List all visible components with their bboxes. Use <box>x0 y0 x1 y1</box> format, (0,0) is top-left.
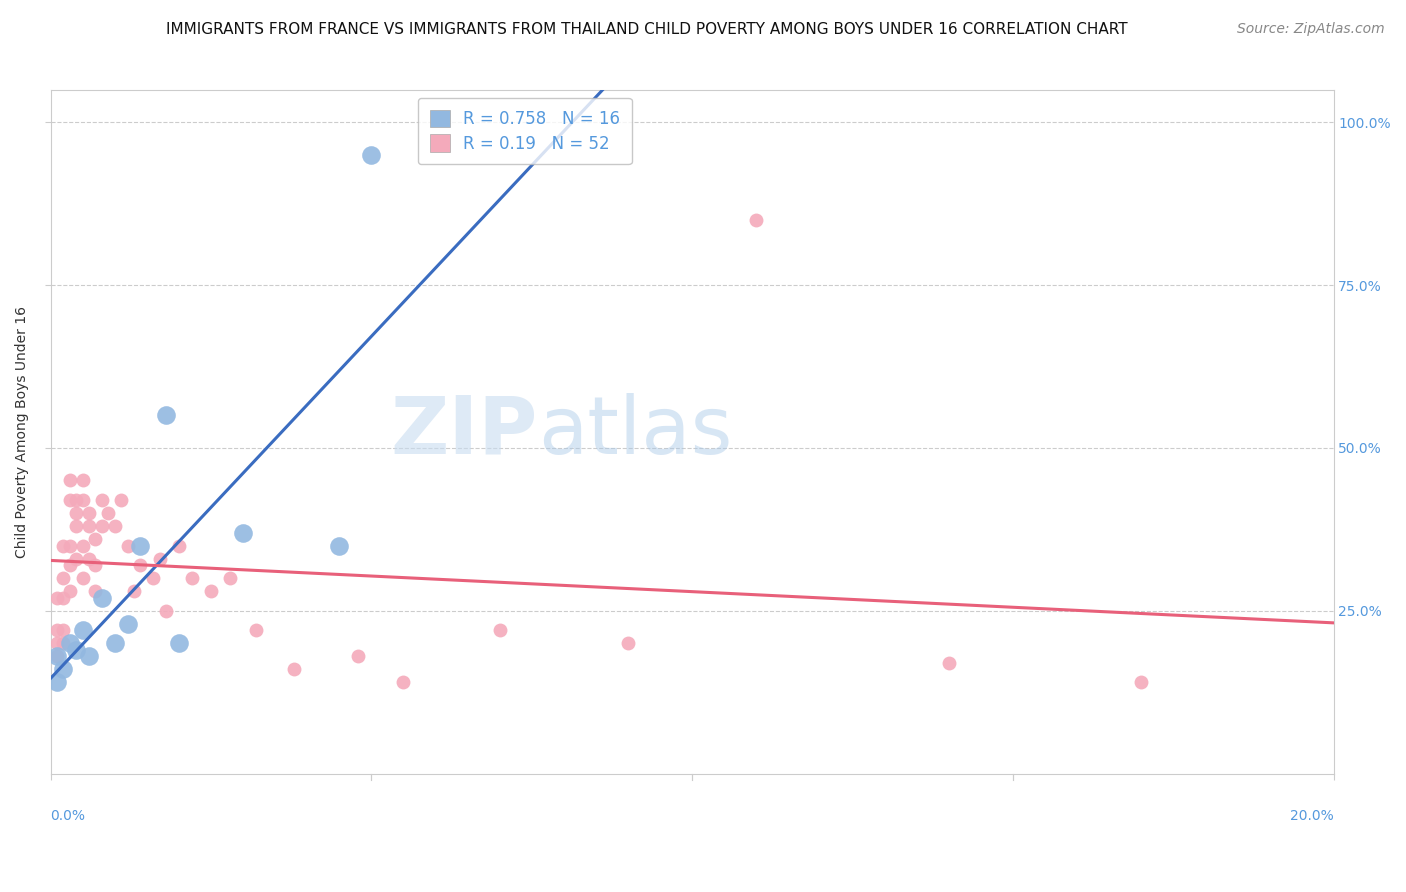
Point <box>180 571 202 585</box>
Point <box>219 571 242 585</box>
Point <box>65 642 87 657</box>
Point <box>283 662 305 676</box>
Point <box>84 584 107 599</box>
Legend: R = 0.758   N = 16, R = 0.19   N = 52: R = 0.758 N = 16, R = 0.19 N = 52 <box>418 98 631 164</box>
Text: IMMIGRANTS FROM FRANCE VS IMMIGRANTS FROM THAILAND CHILD POVERTY AMONG BOYS UNDE: IMMIGRANTS FROM FRANCE VS IMMIGRANTS FRO… <box>166 22 1128 37</box>
Point <box>167 539 190 553</box>
Point <box>117 539 139 553</box>
Point <box>328 539 350 553</box>
Point <box>110 492 132 507</box>
Point <box>77 519 100 533</box>
Point <box>65 506 87 520</box>
Point <box>72 571 94 585</box>
Point <box>84 532 107 546</box>
Point <box>45 649 67 664</box>
Text: atlas: atlas <box>538 392 733 471</box>
Point <box>155 604 177 618</box>
Point <box>155 409 177 423</box>
Point <box>938 656 960 670</box>
Point <box>45 636 67 650</box>
Point <box>52 539 75 553</box>
Point <box>245 624 267 638</box>
Point <box>59 558 82 572</box>
Point <box>90 492 112 507</box>
Point <box>360 147 382 161</box>
Point <box>1130 675 1153 690</box>
Point <box>90 591 112 605</box>
Point <box>90 519 112 533</box>
Point <box>488 624 510 638</box>
Point <box>77 649 100 664</box>
Point <box>72 492 94 507</box>
Text: 20.0%: 20.0% <box>1289 809 1333 823</box>
Point <box>84 558 107 572</box>
Point <box>45 649 67 664</box>
Point <box>72 624 94 638</box>
Point <box>617 636 640 650</box>
Point <box>72 539 94 553</box>
Text: ZIP: ZIP <box>391 392 538 471</box>
Point <box>52 591 75 605</box>
Point <box>45 624 67 638</box>
Point <box>65 519 87 533</box>
Point <box>232 525 254 540</box>
Point <box>52 624 75 638</box>
Point <box>122 584 145 599</box>
Point <box>59 474 82 488</box>
Point <box>129 558 152 572</box>
Y-axis label: Child Poverty Among Boys Under 16: Child Poverty Among Boys Under 16 <box>15 306 30 558</box>
Point <box>167 636 190 650</box>
Point <box>52 636 75 650</box>
Point <box>104 636 127 650</box>
Point <box>97 506 120 520</box>
Text: 0.0%: 0.0% <box>51 809 86 823</box>
Point <box>52 662 75 676</box>
Point <box>142 571 165 585</box>
Point <box>72 474 94 488</box>
Point <box>77 551 100 566</box>
Point <box>200 584 222 599</box>
Point <box>45 675 67 690</box>
Point <box>117 616 139 631</box>
Point <box>59 539 82 553</box>
Point <box>347 649 370 664</box>
Point <box>65 551 87 566</box>
Point <box>59 492 82 507</box>
Point <box>149 551 172 566</box>
Point <box>745 212 768 227</box>
Text: Source: ZipAtlas.com: Source: ZipAtlas.com <box>1237 22 1385 37</box>
Point <box>59 584 82 599</box>
Point <box>77 506 100 520</box>
Point <box>52 571 75 585</box>
Point <box>392 675 415 690</box>
Point <box>129 539 152 553</box>
Point <box>59 636 82 650</box>
Point <box>65 492 87 507</box>
Point <box>45 591 67 605</box>
Point <box>104 519 127 533</box>
